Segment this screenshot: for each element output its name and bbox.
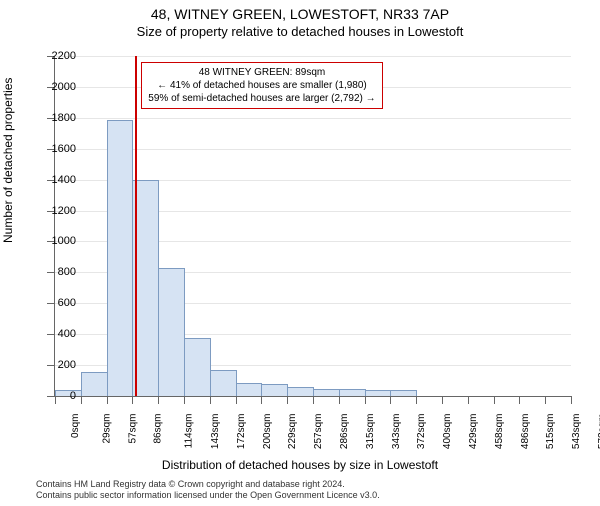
x-tick <box>416 396 417 404</box>
histogram-bar <box>81 372 108 396</box>
page-subtitle: Size of property relative to detached ho… <box>0 24 600 39</box>
y-tick-label: 2000 <box>36 81 76 93</box>
x-tick <box>184 396 185 404</box>
x-tick-label: 286sqm <box>339 414 350 450</box>
chart-area: 48 WITNEY GREEN: 89sqm ← 41% of detached… <box>54 56 570 416</box>
x-tick <box>571 396 572 404</box>
footer-line2: Contains public sector information licen… <box>36 490 576 502</box>
y-tick-label: 600 <box>36 297 76 309</box>
x-tick <box>313 396 314 404</box>
histogram-bar <box>390 390 417 396</box>
page-title: 48, WITNEY GREEN, LOWESTOFT, NR33 7AP <box>0 6 600 22</box>
x-tick-label: 0sqm <box>70 414 81 438</box>
x-tick <box>442 396 443 404</box>
x-tick <box>545 396 546 404</box>
x-tick <box>390 396 391 404</box>
x-tick-label: 229sqm <box>287 414 298 450</box>
histogram-bar <box>313 389 340 396</box>
x-tick-label: 143sqm <box>210 414 221 450</box>
y-tick-label: 800 <box>36 266 76 278</box>
x-tick-label: 458sqm <box>494 414 505 450</box>
plot-region: 48 WITNEY GREEN: 89sqm ← 41% of detached… <box>54 56 571 397</box>
histogram-bar <box>158 268 185 396</box>
x-tick-label: 86sqm <box>153 414 164 444</box>
x-tick-label: 57sqm <box>127 414 138 444</box>
info-line1: 48 WITNEY GREEN: 89sqm <box>148 66 375 79</box>
y-tick-label: 1200 <box>36 205 76 217</box>
histogram-bar <box>236 383 263 396</box>
histogram-bar <box>107 120 134 396</box>
histogram-bar <box>365 390 392 396</box>
x-tick-label: 372sqm <box>416 414 427 450</box>
x-tick <box>365 396 366 404</box>
info-line2: ← 41% of detached houses are smaller (1,… <box>148 79 375 92</box>
histogram-bar <box>339 389 366 396</box>
x-axis-label: Distribution of detached houses by size … <box>0 458 600 472</box>
x-tick-label: 515sqm <box>545 414 556 450</box>
x-tick-label: 257sqm <box>313 414 324 450</box>
chart-container: 48, WITNEY GREEN, LOWESTOFT, NR33 7AP Si… <box>0 6 600 506</box>
y-tick-label: 1800 <box>36 112 76 124</box>
footer: Contains HM Land Registry data © Crown c… <box>36 479 576 502</box>
footer-line1: Contains HM Land Registry data © Crown c… <box>36 479 576 491</box>
x-tick <box>158 396 159 404</box>
x-tick <box>287 396 288 404</box>
gridline <box>55 118 571 119</box>
histogram-bar <box>261 384 288 396</box>
info-box: 48 WITNEY GREEN: 89sqm ← 41% of detached… <box>141 62 382 109</box>
x-tick <box>519 396 520 404</box>
x-tick <box>210 396 211 404</box>
x-tick <box>468 396 469 404</box>
y-tick-label: 400 <box>36 328 76 340</box>
x-tick-label: 172sqm <box>236 414 247 450</box>
x-tick-label: 29sqm <box>101 414 112 444</box>
x-tick <box>494 396 495 404</box>
gridline <box>55 56 571 57</box>
x-tick <box>81 396 82 404</box>
y-tick-label: 2200 <box>36 50 76 62</box>
x-tick <box>236 396 237 404</box>
y-tick-label: 1600 <box>36 143 76 155</box>
histogram-bar <box>287 387 314 396</box>
x-tick <box>132 396 133 404</box>
x-tick <box>261 396 262 404</box>
y-tick-label: 200 <box>36 359 76 371</box>
y-tick-label: 0 <box>36 390 76 402</box>
x-tick-label: 543sqm <box>571 414 582 450</box>
marker-line <box>135 56 137 396</box>
x-tick-label: 200sqm <box>262 414 273 450</box>
x-tick-label: 486sqm <box>520 414 531 450</box>
histogram-bar <box>210 370 237 396</box>
x-tick-label: 114sqm <box>184 414 195 449</box>
y-axis-label: Number of detached properties <box>1 78 15 243</box>
histogram-bar <box>184 338 211 396</box>
y-tick-label: 1400 <box>36 174 76 186</box>
x-tick <box>107 396 108 404</box>
info-line3: 59% of semi-detached houses are larger (… <box>148 92 375 105</box>
x-tick-label: 400sqm <box>442 414 453 450</box>
x-tick-label: 315sqm <box>365 414 376 450</box>
x-tick-label: 429sqm <box>468 414 479 450</box>
x-tick <box>339 396 340 404</box>
y-tick-label: 1000 <box>36 235 76 247</box>
x-tick-label: 343sqm <box>391 414 402 450</box>
